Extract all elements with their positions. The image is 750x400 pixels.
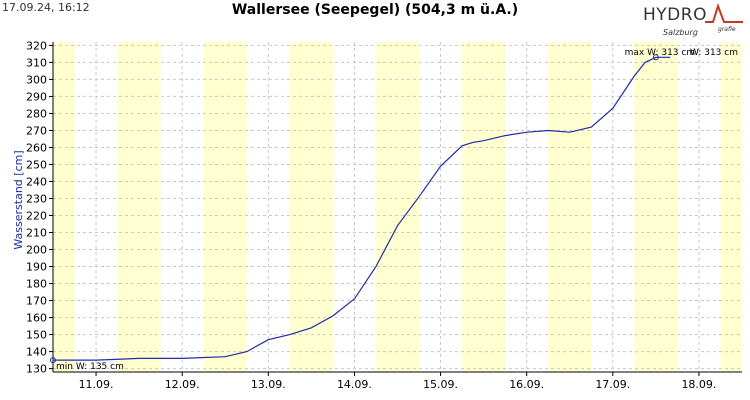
x-tick-labels: 11.09. 12.09. 13.09. 14.09. 15.09. 16.09. 17.0…	[79, 378, 717, 391]
y-tick-label: 170	[26, 295, 47, 308]
day-band	[634, 42, 678, 372]
y-tick-label: 200	[26, 244, 47, 257]
y-tick-label: 150	[26, 329, 47, 342]
day-band	[548, 42, 592, 372]
y-tick-label: 140	[26, 346, 47, 359]
logo-wave-icon	[705, 2, 743, 23]
y-tick-label: 130	[26, 363, 47, 376]
x-tick-label: 13.09.	[251, 378, 286, 391]
logo-small-text: grafie	[718, 26, 736, 33]
markers	[50, 54, 659, 364]
y-tick-labels: 130 140 150 160 170 180 190 200 210 220 230 240 250 2…	[26, 39, 47, 375]
series-line	[53, 56, 671, 361]
current-value-label: W: 313 cm	[690, 48, 738, 58]
y-tick-label: 310	[26, 56, 47, 69]
day-bands	[53, 42, 742, 372]
logo-text: HYDRO	[643, 5, 707, 25]
day-band	[203, 42, 247, 372]
min-marker	[50, 357, 56, 364]
x-tick-label: 11.09.	[79, 378, 114, 391]
x-tick-label: 15.09.	[423, 378, 458, 391]
x-tick-label: 18.09.	[681, 378, 716, 391]
day-band	[289, 42, 333, 372]
y-tick-label: 220	[26, 210, 47, 223]
hydro-logo: HYDRO Salzburg grafie	[643, 2, 748, 44]
y-tick-label: 160	[26, 312, 47, 325]
y-tick-label: 240	[26, 175, 47, 188]
day-band	[53, 42, 75, 372]
y-tick-label: 270	[26, 124, 47, 137]
x-tick-label: 17.09.	[595, 378, 630, 391]
y-tick-label: 180	[26, 278, 47, 291]
max-label: max W: 313 cm	[625, 48, 696, 58]
day-band	[462, 42, 506, 372]
y-tick-label: 210	[26, 227, 47, 240]
y-tick-label: 320	[26, 39, 47, 52]
y-tick-label: 250	[26, 158, 47, 171]
y-tick-label: 230	[26, 192, 47, 205]
y-tick-label: 190	[26, 261, 47, 274]
y-tick-label: 290	[26, 90, 47, 103]
x-tick-label: 16.09.	[509, 378, 544, 391]
y-tick-label: 260	[26, 141, 47, 154]
y-tick-label: 280	[26, 107, 47, 120]
axes	[49, 42, 742, 376]
y-axis-label: Wasserstand [cm]	[12, 150, 25, 249]
y-tick-label: 300	[26, 73, 47, 86]
x-tick-label: 14.09.	[337, 378, 372, 391]
day-band	[375, 42, 420, 372]
timestamp: 17.09.24, 16:12	[2, 1, 90, 14]
day-band	[720, 42, 742, 372]
x-tick-label: 12.09.	[165, 378, 200, 391]
logo-subtext: Salzburg	[663, 28, 698, 37]
day-band	[117, 42, 161, 372]
grid-lines	[53, 42, 742, 372]
min-label: min W: 135 cm	[56, 362, 124, 372]
chart-title: Wallersee (Seepegel) (504,3 m ü.A.)	[231, 2, 519, 18]
max-marker	[652, 54, 659, 61]
